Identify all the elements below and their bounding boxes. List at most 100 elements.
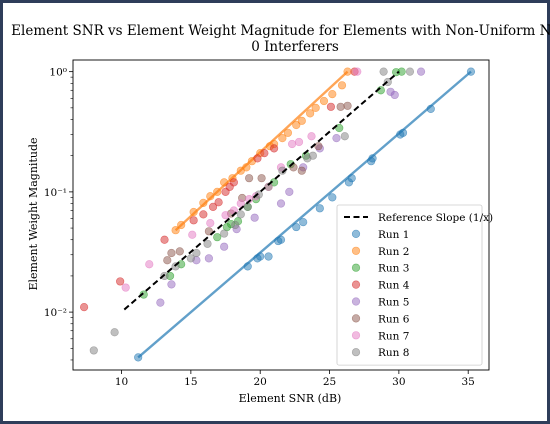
chart-title: Element SNR vs Element Weight Magnitude … — [11, 23, 550, 39]
data-point — [203, 239, 212, 248]
data-point — [260, 149, 269, 158]
data-point — [253, 154, 262, 163]
data-point — [292, 222, 301, 232]
legend-label: Run 6 — [378, 313, 410, 325]
data-point — [204, 254, 213, 263]
data-point — [213, 187, 222, 196]
data-point — [199, 210, 208, 219]
data-point — [121, 283, 130, 292]
data-point — [287, 139, 297, 149]
data-point — [278, 134, 287, 143]
data-point — [220, 178, 229, 187]
legend-marker-run-8 — [351, 348, 361, 357]
legend-label: Run 3 — [378, 263, 409, 275]
data-point — [221, 211, 230, 220]
data-point — [220, 229, 229, 238]
data-point — [276, 235, 286, 244]
y-tick-label: 10⁻² — [44, 307, 67, 319]
data-point — [426, 104, 435, 113]
data-point — [328, 90, 337, 99]
data-point — [243, 262, 252, 271]
data-point — [398, 128, 408, 137]
data-point — [466, 67, 476, 76]
data-point — [343, 101, 352, 110]
data-point — [340, 132, 349, 141]
x-tick-label: 30 — [392, 376, 405, 388]
data-point — [276, 199, 286, 208]
data-point — [292, 120, 301, 130]
data-point — [245, 174, 254, 183]
legend-label: Run 8 — [378, 347, 409, 359]
series-run-5 — [156, 67, 426, 307]
data-point — [347, 174, 356, 183]
data-point — [297, 166, 306, 175]
data-point — [167, 280, 176, 289]
legend-label: Reference Slope (1/x) — [378, 212, 493, 224]
legend-label: Run 4 — [378, 280, 410, 292]
legend-marker-run-5 — [351, 297, 361, 306]
data-point — [242, 163, 251, 172]
data-point — [206, 218, 215, 228]
data-point — [139, 290, 148, 299]
data-point — [213, 233, 222, 242]
data-point — [307, 132, 316, 141]
series-run-1 — [134, 67, 476, 362]
y-axis-label: Element Weight Magnitude — [27, 137, 40, 290]
data-point — [368, 154, 377, 163]
legend-label: Run 2 — [378, 246, 409, 258]
data-point — [299, 218, 308, 227]
x-tick-label: 10 — [115, 376, 128, 388]
x-tick-label: 20 — [254, 376, 267, 388]
reference-slope-line — [123, 70, 400, 311]
data-point — [332, 134, 341, 143]
data-point — [206, 192, 215, 201]
y-tick-label: 10⁻¹ — [44, 187, 67, 199]
data-point — [306, 109, 315, 118]
data-point — [156, 298, 165, 307]
fit-line-run-1 — [137, 70, 472, 359]
data-point — [285, 187, 294, 196]
data-point — [134, 353, 143, 362]
data-point — [319, 96, 329, 106]
data-point — [89, 346, 98, 355]
plot-area: 10 15 20 25 30 35 10⁻² 10⁻¹ 10⁰ — [44, 59, 490, 388]
data-point — [294, 137, 304, 147]
data-point — [160, 235, 169, 244]
data-point — [214, 198, 223, 207]
data-point — [192, 248, 201, 258]
data-point — [256, 252, 265, 261]
data-point — [336, 102, 345, 111]
x-tick-label: 35 — [462, 376, 475, 388]
data-point — [379, 67, 388, 76]
legend-label: Run 7 — [378, 330, 409, 342]
legend-marker-run-6 — [351, 314, 361, 323]
data-point — [116, 277, 125, 286]
data-point — [257, 174, 266, 183]
legend-marker-run-2 — [351, 246, 361, 255]
data-point — [188, 230, 197, 239]
data-point — [189, 216, 198, 225]
legend-marker-run-3 — [351, 263, 361, 272]
data-point — [171, 226, 180, 235]
y-tick-label: 10⁰ — [49, 67, 67, 79]
data-point — [314, 142, 323, 151]
data-point — [254, 190, 263, 199]
legend-box — [336, 204, 483, 366]
data-point — [177, 220, 186, 230]
data-point — [405, 67, 415, 76]
legend-marker-run-7 — [351, 331, 361, 340]
data-point — [199, 198, 208, 207]
data-point — [163, 256, 172, 265]
data-point — [208, 202, 218, 212]
data-point — [308, 151, 317, 160]
data-point — [311, 103, 320, 112]
data-point — [79, 303, 89, 312]
data-point — [236, 210, 245, 219]
legend: Reference Slope (1/x) Run 1 Run 2 Run 3 Run … — [336, 204, 493, 366]
data-point — [297, 116, 306, 125]
data-point — [326, 102, 336, 111]
legend-marker-run-4 — [351, 280, 361, 289]
x-tick-label: 15 — [184, 376, 197, 388]
